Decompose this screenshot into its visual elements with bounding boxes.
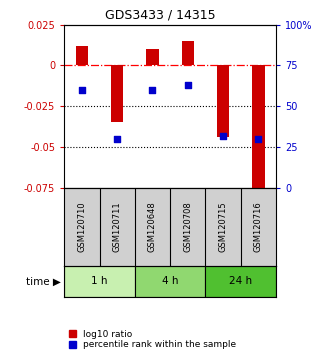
Bar bbox=[217, 65, 229, 137]
Bar bbox=[205, 266, 276, 297]
Bar bbox=[76, 46, 88, 65]
Point bbox=[150, 87, 155, 93]
Point bbox=[115, 136, 120, 142]
Point bbox=[185, 82, 190, 88]
Text: GSM120648: GSM120648 bbox=[148, 201, 157, 252]
Bar bbox=[146, 49, 159, 65]
Text: GSM120711: GSM120711 bbox=[113, 201, 122, 252]
Point bbox=[256, 136, 261, 142]
Bar bbox=[252, 65, 265, 196]
Bar bbox=[111, 65, 123, 122]
Text: GSM120716: GSM120716 bbox=[254, 201, 263, 252]
Text: GSM120715: GSM120715 bbox=[219, 201, 228, 252]
Bar bbox=[182, 41, 194, 65]
Point bbox=[79, 87, 84, 93]
Text: 4 h: 4 h bbox=[162, 276, 178, 286]
Text: 24 h: 24 h bbox=[229, 276, 252, 286]
Text: GSM120708: GSM120708 bbox=[183, 201, 192, 252]
Point bbox=[221, 133, 226, 138]
Text: GDS3433 / 14315: GDS3433 / 14315 bbox=[105, 9, 216, 22]
Text: GSM120710: GSM120710 bbox=[77, 201, 86, 252]
Text: 1 h: 1 h bbox=[91, 276, 108, 286]
Bar bbox=[64, 266, 135, 297]
Legend: log10 ratio, percentile rank within the sample: log10 ratio, percentile rank within the … bbox=[69, 330, 236, 349]
Bar bbox=[135, 266, 205, 297]
Text: time ▶: time ▶ bbox=[26, 276, 61, 286]
